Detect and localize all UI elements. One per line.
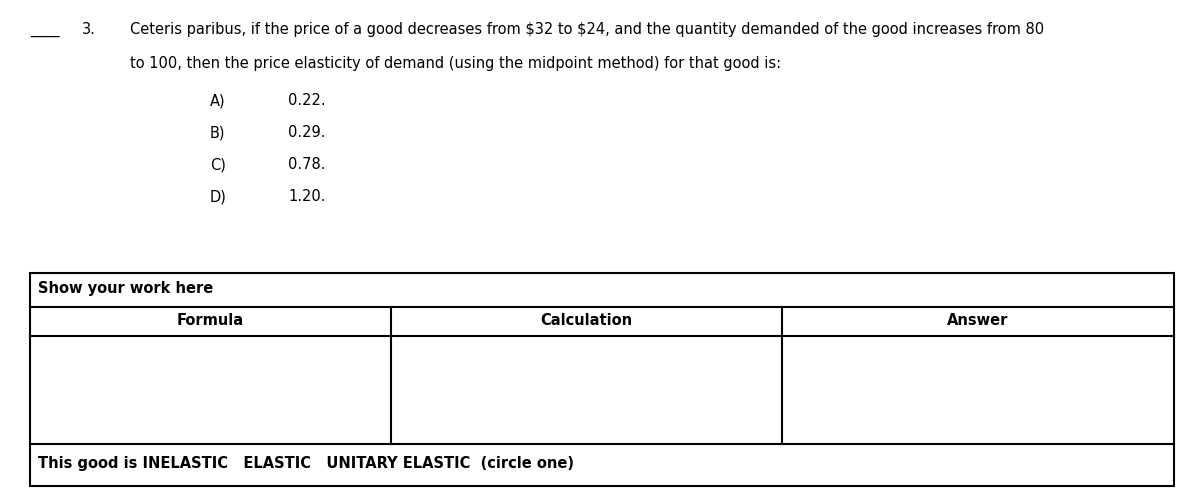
Text: B): B): [210, 125, 226, 140]
Text: 0.22.: 0.22.: [288, 93, 325, 109]
Text: 1.20.: 1.20.: [288, 189, 325, 204]
Text: Formula: Formula: [178, 313, 244, 327]
Text: 0.29.: 0.29.: [288, 125, 325, 140]
Text: Show your work here: Show your work here: [38, 281, 214, 296]
Text: C): C): [210, 157, 226, 172]
Text: D): D): [210, 189, 227, 204]
Text: 0.78.: 0.78.: [288, 157, 325, 172]
Text: ____: ____: [30, 22, 60, 37]
Text: 3.: 3.: [82, 22, 96, 37]
Text: to 100, then the price elasticity of demand (using the midpoint method) for that: to 100, then the price elasticity of dem…: [130, 56, 781, 72]
Text: This good is INELASTIC   ELASTIC   UNITARY ELASTIC  (circle one): This good is INELASTIC ELASTIC UNITARY E…: [38, 456, 575, 471]
Text: A): A): [210, 93, 226, 109]
Text: Answer: Answer: [947, 313, 1009, 327]
Text: Ceteris paribus, if the price of a good decreases from \$32 to \$24, and the qua: Ceteris paribus, if the price of a good …: [130, 22, 1044, 37]
Text: Calculation: Calculation: [541, 313, 632, 327]
